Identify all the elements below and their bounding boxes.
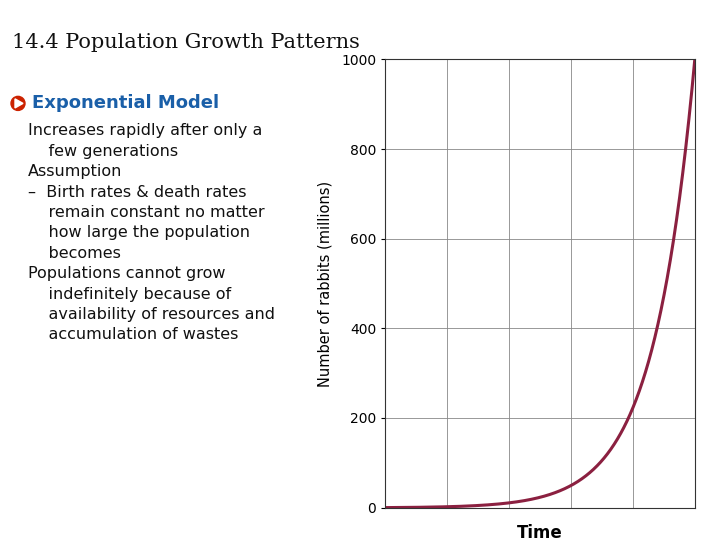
Text: Exponential Model: Exponential Model: [32, 94, 219, 112]
Circle shape: [11, 96, 25, 110]
Text: 14.4 Population Growth Patterns: 14.4 Population Growth Patterns: [12, 33, 360, 52]
Text: Increases rapidly after only a
    few generations
Assumption
–  Birth rates & d: Increases rapidly after only a few gener…: [28, 124, 275, 342]
Y-axis label: Number of rabbits (millions): Number of rabbits (millions): [318, 180, 333, 387]
X-axis label: Time: Time: [517, 524, 563, 540]
Polygon shape: [15, 99, 23, 108]
